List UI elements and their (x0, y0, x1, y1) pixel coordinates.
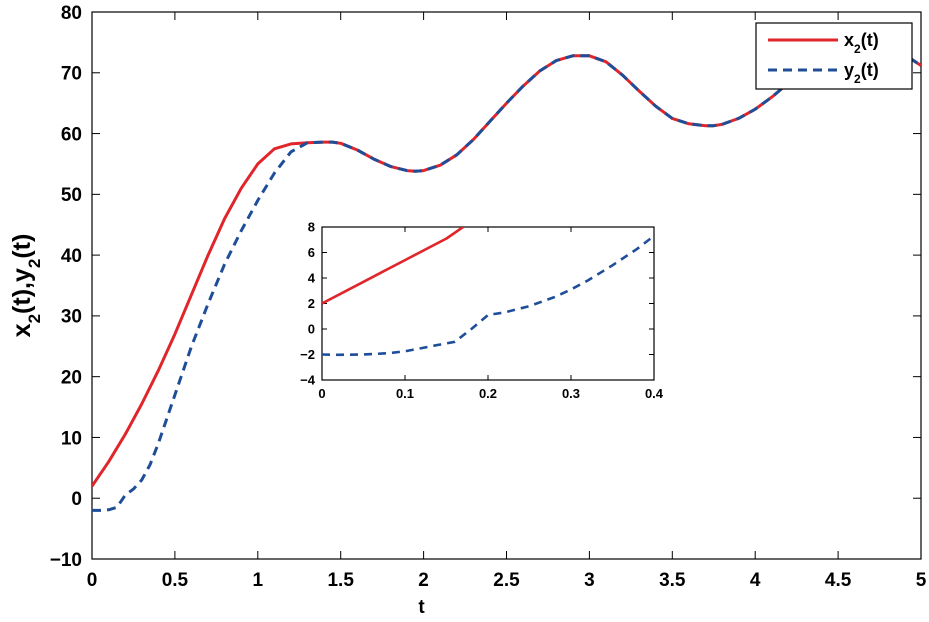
legend-label-y2t: y2(t) (844, 60, 879, 86)
inset-x-tick-label: 0.1 (396, 386, 414, 401)
inset-y-tick-label: 6 (308, 245, 315, 260)
inset-plot: 0 0.1 0.2 0.3 0.4 −4 −2 0 2 4 6 8 (300, 220, 664, 401)
inset-y-tick-label: 4 (308, 271, 316, 286)
main-y-tick-label: 50 (61, 185, 82, 206)
inset-y-tick-label: 8 (308, 220, 315, 235)
main-y-tick-label: 40 (61, 246, 82, 267)
inset-x-tick-label: 0.2 (479, 386, 497, 401)
legend-label-x2t: x2(t) (844, 30, 879, 56)
y-axis-label: x2(t),y2(t) (8, 234, 44, 338)
main-y-tick-label: 60 (61, 124, 82, 145)
main-x-tick-label: 0.5 (162, 570, 189, 591)
inset-y-tick-label: 0 (308, 322, 315, 337)
inset-y-tick-label: −2 (300, 347, 315, 362)
main-x-tick-label: 1 (253, 570, 264, 591)
main-x-tick-label: 2.5 (493, 570, 520, 591)
legend-box (755, 22, 913, 90)
main-x-tick-label: 3 (584, 570, 595, 591)
inset-x-tick-label: 0 (318, 386, 325, 401)
main-x-tick-label: 3.5 (659, 570, 686, 591)
inset-y-tick-label: −4 (300, 373, 316, 388)
main-y-tick-label: 70 (61, 64, 82, 85)
inset-y-tick-label: 2 (308, 296, 315, 311)
main-x-tick-label: 5 (916, 570, 927, 591)
main-y-tick-label: 0 (71, 489, 82, 510)
main-y-tick-label: 20 (61, 368, 82, 389)
main-y-tick-label: 30 (61, 307, 82, 328)
main-y-tick-label: 10 (61, 428, 82, 449)
inset-series-line-1 (322, 234, 654, 357)
inset-x-tick-label: 0.3 (562, 386, 580, 401)
main-x-tick-label: 4.5 (825, 570, 852, 591)
inset-x-tick-label: 0.4 (645, 386, 664, 401)
main-x-tick-label: 1.5 (327, 570, 354, 591)
x-axis-label: t (418, 597, 425, 618)
main-x-tick-label: 0 (87, 570, 98, 591)
main-y-tick-label: −10 (50, 550, 82, 571)
legend: x2(t) y2(t) (755, 22, 913, 90)
main-x-tick-label: 4 (750, 570, 761, 591)
main-y-tick-label: 80 (61, 3, 82, 24)
main-x-tick-label: 2 (418, 570, 429, 591)
inset-frame (321, 226, 655, 381)
main-series-line-y2t (92, 47, 921, 512)
inset-series-line-0 (322, 227, 464, 305)
